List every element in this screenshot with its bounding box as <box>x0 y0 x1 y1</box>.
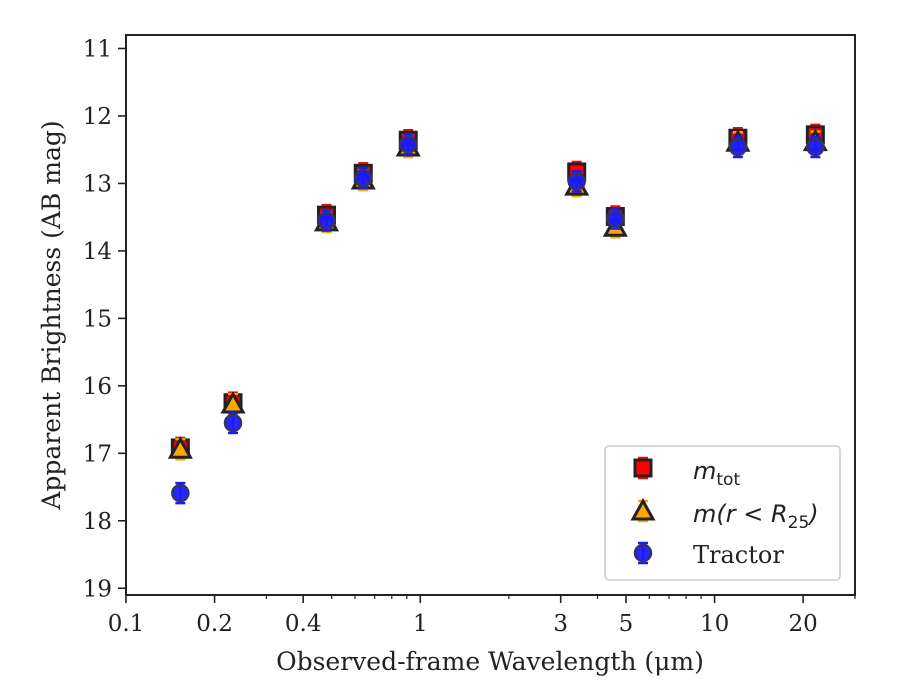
legend-box <box>604 445 841 581</box>
tractor-marker <box>398 135 418 154</box>
legend-mr25-base: m(r < R <box>693 500 788 528</box>
legend-mtot-marker <box>633 458 653 478</box>
x-tick-label: 0.2 <box>196 611 233 637</box>
legend: mtot m(r < R25) Tractor <box>604 445 841 581</box>
y-tick-label: 18 <box>83 509 112 535</box>
x-tick-label: 5 <box>619 611 634 637</box>
x-tick-label: 10 <box>700 611 729 637</box>
tractor-marker <box>317 211 336 230</box>
tractor-marker <box>223 413 243 433</box>
y-tick-label: 13 <box>83 171 112 197</box>
legend-mr25-marker <box>630 497 656 521</box>
x-tick-label: 3 <box>553 611 568 637</box>
legend-label-mr25: m(r < R25) <box>693 500 819 533</box>
y-tick-label: 14 <box>83 239 112 265</box>
legend-mr25-close: ) <box>807 500 818 528</box>
x-tick-label: 0.4 <box>285 611 322 637</box>
x-tick-label: 1 <box>413 611 428 637</box>
legend-label-mtot: mtot <box>693 457 740 490</box>
y-tick-label: 11 <box>83 36 112 62</box>
legend-mr25-sub: 25 <box>788 513 810 533</box>
tractor-marker <box>171 483 190 503</box>
y-axis-title: Apparent Brightness (AB mag) <box>37 120 66 510</box>
markers-group <box>167 123 828 505</box>
plot-frame <box>125 34 856 596</box>
tractor-marker <box>806 137 825 157</box>
y-tick-label: 17 <box>83 441 112 467</box>
mr25-marker <box>167 436 193 459</box>
legend-mtot-base: m <box>693 457 716 485</box>
y-tick-label: 16 <box>83 374 112 400</box>
legend-label-tractor: Tractor <box>693 541 784 569</box>
legend-mtot-sub: tot <box>716 470 740 490</box>
y-tick-label: 19 <box>83 576 112 602</box>
y-tick-label: 12 <box>83 104 112 130</box>
x-tick-label: 20 <box>789 611 818 637</box>
tractor-marker <box>728 137 748 157</box>
legend-tractor-marker <box>633 543 653 563</box>
y-tick-label: 15 <box>83 306 112 332</box>
x-tick-label: 0.1 <box>108 611 145 637</box>
tractor-marker <box>606 209 625 228</box>
tractor-marker <box>567 172 586 191</box>
x-axis-title: Observed-frame Wavelength (μm) <box>276 647 704 676</box>
tractor-marker <box>354 168 373 188</box>
